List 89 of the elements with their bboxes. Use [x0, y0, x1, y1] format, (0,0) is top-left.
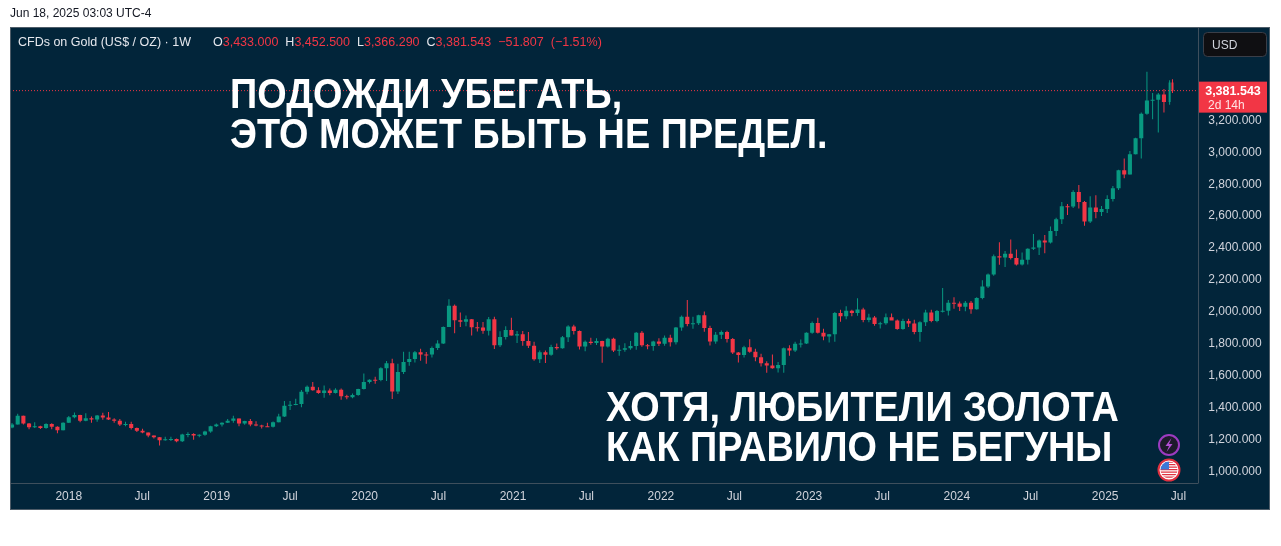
candlestick	[373, 376, 378, 384]
candlestick	[798, 339, 803, 348]
candlestick	[838, 309, 843, 322]
candlestick	[1099, 205, 1104, 217]
x-tick-label: Jul	[1022, 489, 1039, 503]
x-tick-label: 2023	[795, 489, 823, 503]
x-tick-label: Jul	[134, 489, 150, 503]
x-tick-label: Jul	[282, 489, 298, 503]
text: O3,433.000 H3,452.500 L3,366.290 C3,381.543 −51.807 (−1.51%)	[213, 35, 602, 49]
candlestick	[458, 312, 463, 327]
x-tick-label: 2018	[55, 489, 83, 503]
candlestick	[515, 331, 520, 343]
candlestick	[123, 421, 128, 427]
candlestick	[288, 401, 293, 411]
candlestick	[543, 350, 548, 363]
x-tick-label: 2020	[351, 489, 379, 503]
y-tick-label: 2,800.000	[1208, 176, 1263, 191]
candlestick	[577, 330, 582, 350]
y-tick-label: 2,600.000	[1208, 208, 1263, 223]
candlestick	[151, 435, 156, 439]
ref-line-label: 3,381.543	[1205, 84, 1261, 99]
x-tick-label: 2022	[647, 489, 675, 503]
candlestick	[219, 422, 225, 427]
candlestick	[475, 322, 480, 332]
candlestick	[951, 297, 957, 309]
candlestick	[804, 332, 809, 345]
candlestick	[1082, 201, 1087, 226]
candlestick	[1031, 234, 1036, 250]
annotation: ПОДОЖДИ УБЕГАТЬ, ЭТО МОЖЕТ БЫТЬ НЕ ПРЕДЕЛ.	[230, 68, 828, 158]
candlestick	[1093, 195, 1098, 219]
candlestick	[83, 413, 88, 422]
candlestick	[140, 428, 145, 434]
candlestick	[855, 298, 860, 316]
y-tick-label: 1,600.000	[1208, 368, 1263, 383]
candlestick	[333, 388, 338, 394]
candlestick	[231, 415, 236, 423]
x-tick-label: 2019	[203, 489, 231, 503]
candlestick	[418, 348, 423, 361]
candlestick	[787, 345, 792, 356]
candlestick	[32, 422, 37, 428]
candlestick	[463, 315, 469, 327]
text: CFDs on Gold (US$ / OZ) · 1W	[18, 35, 192, 49]
candlestick	[622, 343, 627, 352]
candlestick	[594, 338, 599, 345]
candlestick	[367, 379, 372, 384]
candlestick	[1156, 93, 1161, 133]
y-tick-label: 1,000.000	[1208, 464, 1263, 479]
annotation: ХОТЯ, ЛЮБИТЕЛИ ЗОЛОТА КАК ПРАВИЛО НЕ БЕГУНЫ	[606, 381, 1119, 471]
candlestick	[747, 339, 752, 353]
x-tick-label: Jul	[726, 489, 742, 503]
x-tick-label: 2021	[499, 489, 527, 503]
candlestick	[1065, 203, 1070, 215]
candlestick	[89, 416, 94, 423]
candlestick	[424, 352, 429, 364]
y-axis-title: USD	[1212, 38, 1238, 52]
y-tick-label: 1,400.000	[1208, 400, 1263, 415]
y-tick-label: 3,000.000	[1208, 144, 1263, 159]
x-tick-label: Jul	[874, 489, 890, 503]
candlestick	[480, 322, 486, 334]
y-tick-label: 2,000.000	[1208, 304, 1263, 319]
candlestick	[957, 301, 962, 311]
candlestick	[690, 316, 696, 329]
x-tick-label: Jul	[1170, 489, 1187, 503]
text: Jun 18, 2025 03:03 UTC-4	[10, 6, 152, 20]
candlestick	[656, 338, 661, 347]
candlestick	[997, 242, 1002, 265]
candlestick	[1150, 92, 1155, 120]
candlestick	[827, 333, 832, 343]
x-tick-label: Jul	[578, 489, 595, 503]
candlestick	[821, 328, 826, 341]
text: 2d 14h	[1208, 97, 1245, 112]
candlestick	[191, 433, 196, 440]
candlestick	[940, 287, 945, 313]
candlestick	[611, 337, 616, 353]
x-tick-label: 2024	[943, 489, 971, 503]
candlestick	[112, 418, 117, 423]
y-tick-label: 3,200.000	[1208, 112, 1263, 127]
candlestick	[225, 418, 230, 424]
x-tick-label: 2025	[1091, 489, 1119, 503]
y-tick-label: 2,200.000	[1208, 272, 1263, 287]
y-tick-label: 1,800.000	[1208, 336, 1263, 351]
y-tick-label: 2,400.000	[1208, 240, 1263, 255]
candlestick	[1048, 226, 1053, 244]
candlestick	[719, 330, 724, 340]
candlestick	[770, 354, 775, 369]
candlestick	[617, 345, 622, 356]
y-tick-label: 1,200.000	[1208, 432, 1263, 447]
candlestick	[253, 421, 259, 427]
x-tick-label: Jul	[430, 489, 447, 503]
